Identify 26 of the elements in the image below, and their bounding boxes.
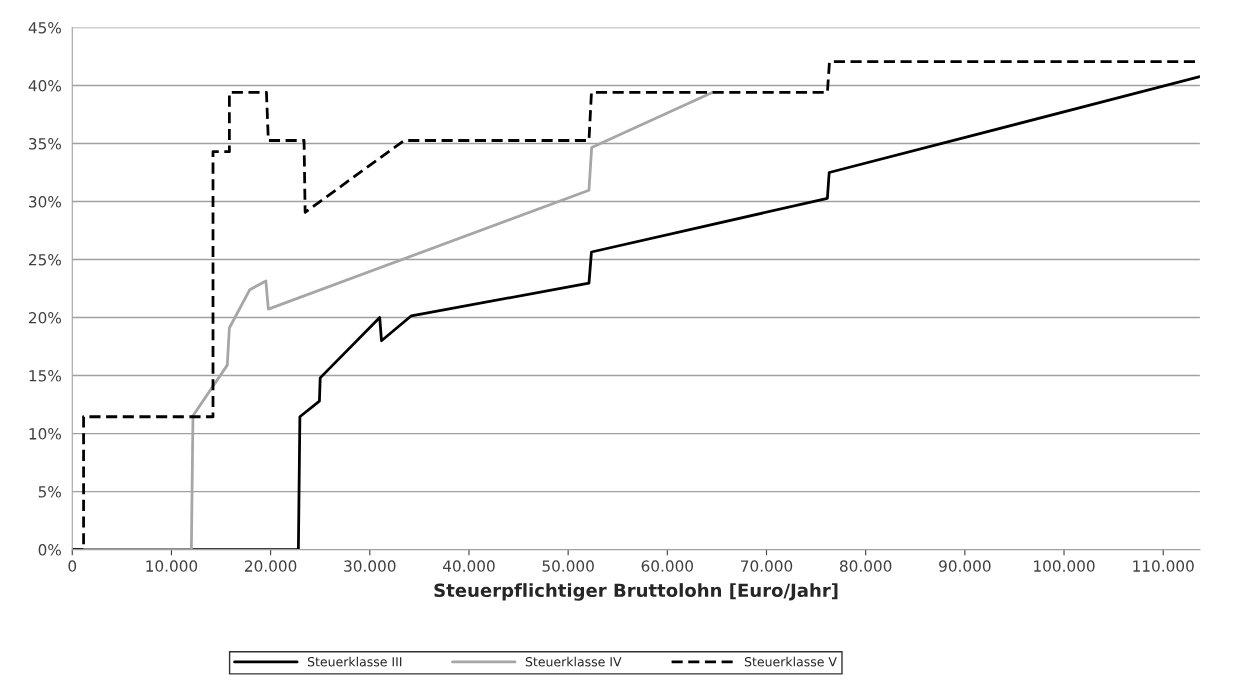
x-tick-label: 50.000 (542, 560, 594, 572)
y-tick-label: 35% (29, 137, 62, 150)
x-tick-label: 100.000 (1034, 560, 1095, 572)
x-tick-label: 40.000 (442, 560, 495, 572)
x-axis-title: Steuerpflichtiger Bruttolohn [Euro/Jahr] (434, 583, 838, 601)
x-tick-label: 10.000 (146, 560, 198, 572)
x-tick-label: 20.000 (245, 560, 297, 572)
y-tick-label: 25% (29, 254, 62, 266)
x-tick-label: 80.000 (839, 560, 892, 572)
y-tick-label: 45% (28, 21, 62, 34)
y-tick-label: 0% (38, 544, 62, 556)
x-tick-label: 70.000 (741, 560, 793, 572)
y-tick-label: 40% (28, 79, 62, 92)
legend-label: Steuerklasse IV (525, 656, 622, 667)
y-tick-label: 30% (29, 195, 62, 208)
text: Steuerklasse III (307, 656, 402, 667)
x-tick-label: 110.000 (1133, 560, 1194, 572)
y-tick-label: 15% (29, 370, 62, 382)
x-tick-label: 60.000 (641, 560, 694, 572)
y-tick-label: 5% (38, 486, 62, 498)
legend-label: Steuerklasse V (744, 656, 837, 667)
x-tick-label: 0 (68, 560, 77, 572)
y-tick-label: 20% (29, 312, 62, 324)
x-tick-label: 90.000 (939, 560, 991, 572)
x-tick-label: 30.000 (344, 560, 396, 572)
y-tick-label: 10% (29, 428, 62, 440)
